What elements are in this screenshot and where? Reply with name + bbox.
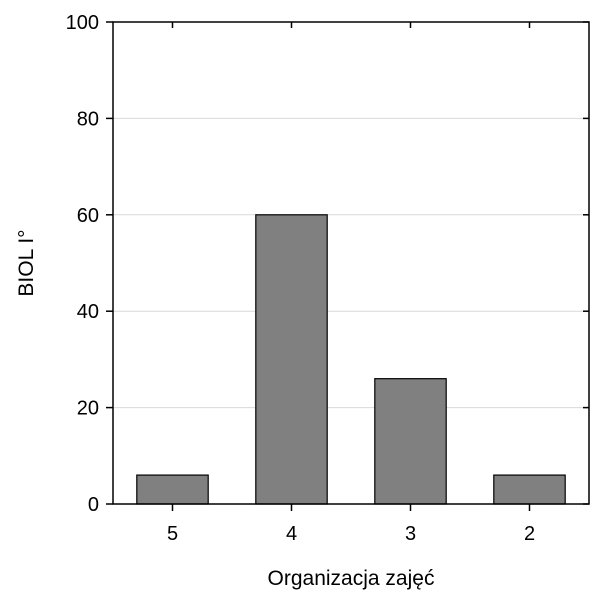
plot-frame — [112, 21, 590, 505]
x-axis-ticks: 5 4 3 2 — [167, 22, 535, 545]
x-axis-label: Organizacja zajęć — [268, 567, 435, 590]
bar-2 — [493, 474, 566, 505]
y-tick-label: 80 — [77, 108, 99, 130]
y-axis-label: BIOL I° — [15, 229, 38, 296]
y-tick-label: 20 — [77, 398, 99, 420]
x-tick-label: 5 — [167, 523, 178, 545]
y-tick-label: 60 — [77, 205, 99, 227]
y-tick-label: 40 — [77, 301, 99, 323]
x-tick-label: 4 — [286, 523, 297, 545]
bars — [136, 214, 566, 505]
y-axis-ticks: 0 20 40 60 80 100 — [66, 12, 589, 516]
gridlines — [113, 117, 589, 409]
bar-4 — [255, 214, 328, 505]
bar-3 — [374, 378, 447, 505]
x-tick-label: 2 — [524, 523, 535, 545]
bar-5 — [136, 474, 209, 505]
y-tick-label: 100 — [66, 12, 99, 34]
y-tick-label: 0 — [88, 494, 99, 516]
x-tick-label: 3 — [405, 523, 416, 545]
